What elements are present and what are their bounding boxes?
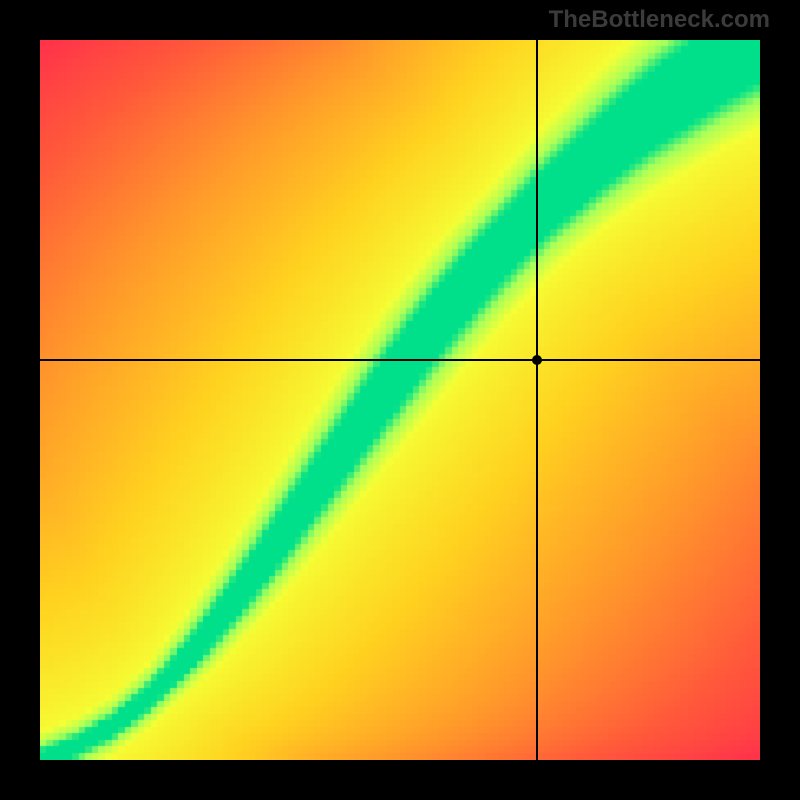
outer-frame: TheBottleneck.com xyxy=(0,0,800,800)
crosshair-horizontal xyxy=(40,359,760,361)
crosshair-vertical xyxy=(536,40,538,760)
bottleneck-heatmap xyxy=(40,40,760,760)
watermark-text: TheBottleneck.com xyxy=(549,6,770,34)
